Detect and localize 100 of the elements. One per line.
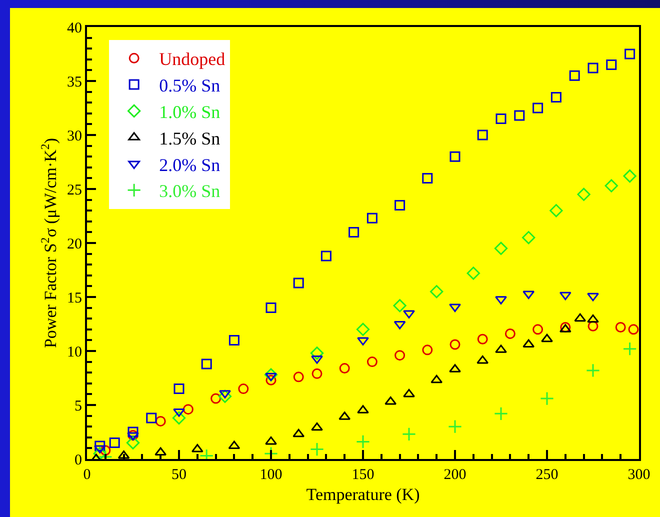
y-tick-label: 40: [67, 20, 82, 36]
legend-label: 2.0% Sn: [159, 154, 220, 175]
point: [540, 391, 554, 406]
point: [348, 226, 360, 238]
point: [494, 242, 508, 255]
point: [450, 151, 460, 162]
x-tick-label: 250: [536, 467, 558, 483]
point: [293, 372, 304, 382]
point: [514, 110, 525, 121]
point: [604, 179, 618, 192]
point: [522, 290, 535, 300]
point: [310, 346, 324, 360]
y-tick-label: 10: [67, 344, 82, 360]
point: [495, 344, 507, 353]
point: [624, 48, 636, 60]
point: [532, 324, 544, 335]
point: [550, 92, 562, 102]
point: [586, 363, 600, 378]
point: [320, 250, 332, 262]
point: [588, 320, 598, 332]
point: [477, 130, 488, 140]
x-tick-label: 150: [352, 467, 374, 483]
point: [504, 328, 516, 339]
point: [228, 334, 240, 346]
point: [394, 350, 406, 361]
point: [403, 388, 415, 398]
x-tick-label: 100: [260, 467, 282, 483]
point: [541, 334, 553, 342]
y-tick-label: 35: [67, 74, 82, 90]
point: [495, 296, 507, 304]
point: [201, 358, 212, 370]
y-tick-label: 30: [67, 128, 82, 144]
point: [449, 364, 461, 372]
point: [356, 322, 370, 336]
point: [172, 411, 186, 425]
point: [93, 447, 106, 459]
legend-label: 0.5% Sn: [159, 76, 220, 96]
point: [422, 344, 433, 356]
point: [310, 442, 324, 456]
x-axis-title: Temperature (K): [306, 484, 420, 504]
point: [430, 285, 444, 298]
point: [606, 60, 617, 70]
point: [128, 426, 138, 438]
point: [588, 62, 598, 74]
point: [622, 342, 637, 356]
point: [430, 374, 443, 384]
x-tick-label: 300: [628, 467, 650, 483]
point: [574, 313, 586, 322]
point: [357, 337, 369, 346]
point: [265, 436, 277, 445]
point: [476, 355, 489, 364]
point: [569, 70, 580, 81]
point: [146, 412, 157, 424]
point: [448, 420, 462, 434]
point: [628, 324, 639, 335]
point: [266, 302, 276, 314]
point: [312, 368, 322, 379]
legend-label: 1.5% Sn: [159, 128, 220, 148]
y-tick-label: 15: [67, 290, 82, 306]
point: [174, 384, 184, 394]
point: [466, 266, 480, 280]
point: [218, 390, 232, 403]
point: [577, 188, 590, 201]
point: [293, 278, 304, 288]
y-tick-label: 0: [74, 452, 82, 468]
point: [238, 384, 249, 394]
point: [394, 200, 406, 210]
point: [559, 292, 572, 300]
point: [311, 422, 323, 431]
legend-label: Undoped: [159, 49, 226, 70]
point: [623, 169, 636, 183]
point: [477, 334, 488, 344]
point: [393, 299, 406, 312]
point: [356, 434, 370, 449]
point: [173, 408, 185, 417]
point: [615, 322, 626, 332]
x-tick-label: 50: [172, 467, 186, 483]
point: [292, 428, 305, 438]
point: [219, 390, 231, 398]
y-tick-label: 25: [67, 182, 82, 198]
point: [366, 212, 378, 224]
point: [532, 102, 544, 114]
point: [550, 204, 563, 218]
legend-label: 3.0% Sn: [159, 181, 220, 202]
point: [126, 436, 140, 450]
point: [182, 404, 194, 415]
point: [366, 356, 378, 368]
point: [587, 292, 599, 302]
point: [357, 405, 369, 414]
point: [587, 314, 599, 323]
point: [228, 440, 240, 450]
point: [264, 368, 278, 382]
point: [422, 172, 433, 184]
point: [403, 310, 415, 318]
point: [522, 231, 536, 244]
point: [109, 438, 120, 448]
point: [155, 416, 166, 426]
y-tick-label: 5: [74, 398, 82, 414]
point: [449, 304, 461, 312]
point: [100, 445, 111, 456]
